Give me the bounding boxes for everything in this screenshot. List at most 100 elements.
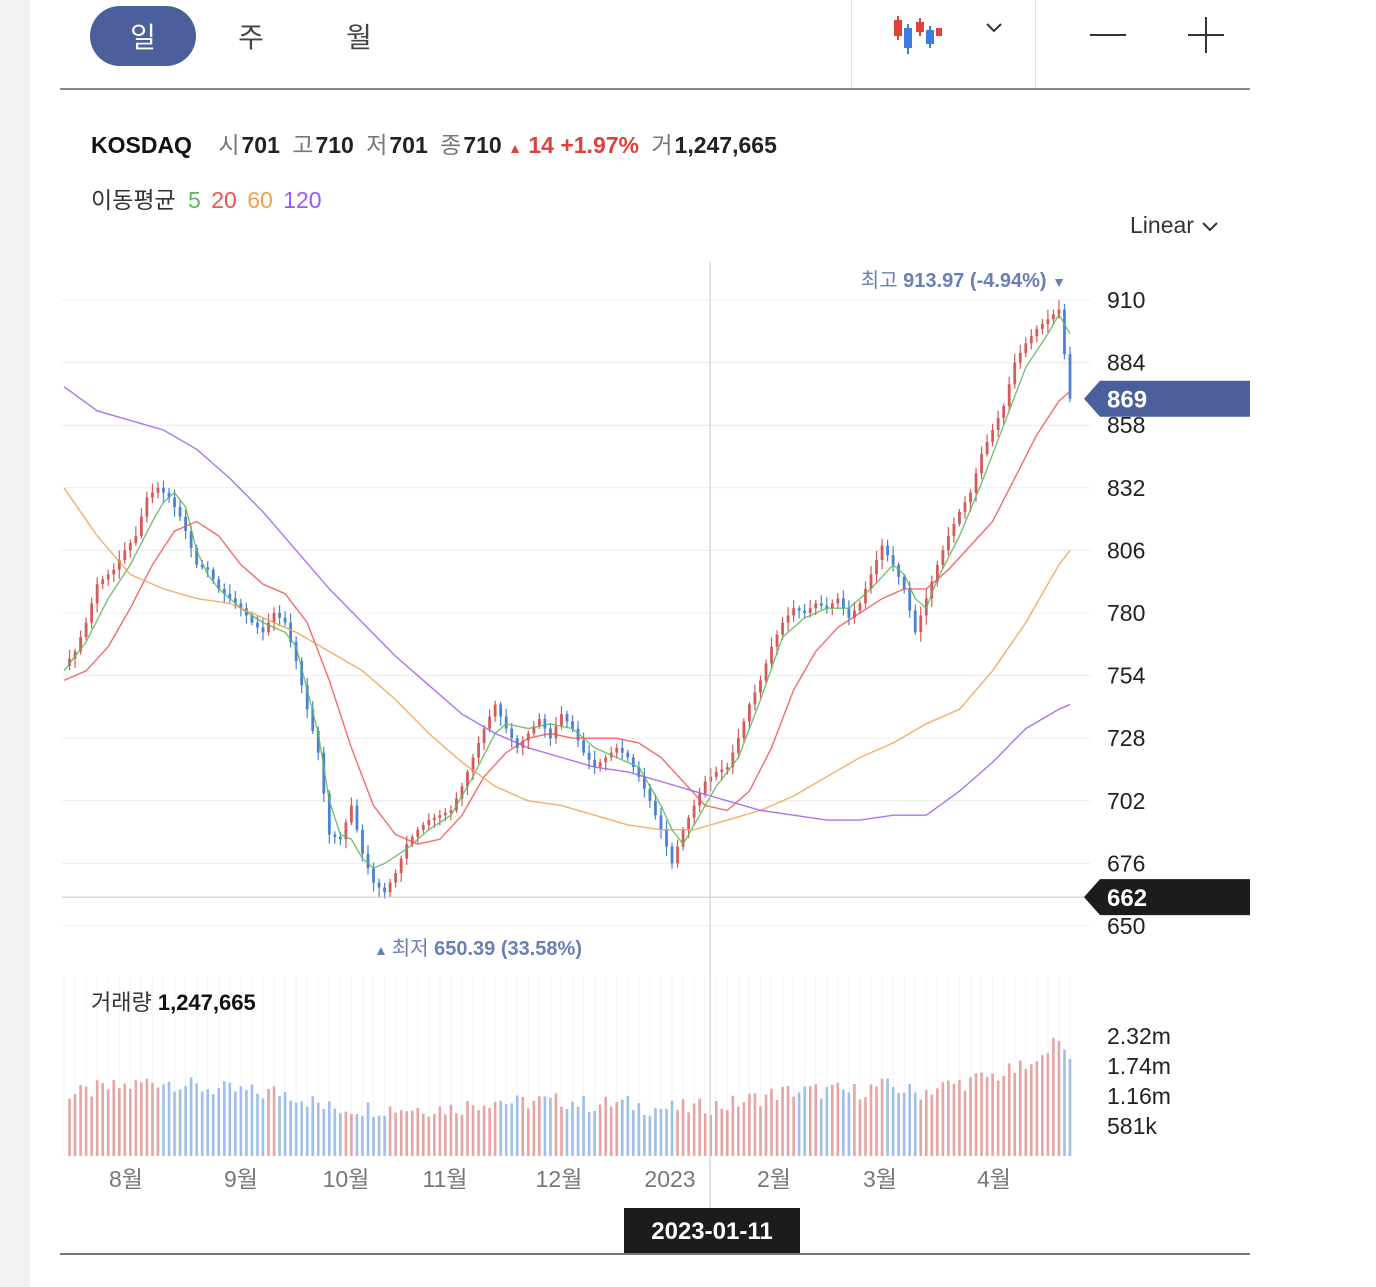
candle-body (134, 535, 138, 544)
volume-bar (455, 1113, 458, 1156)
period-tab-day[interactable]: 일 (90, 6, 196, 66)
crosshair-price-label: 662 (1107, 885, 1147, 912)
volume-bar (211, 1094, 215, 1156)
period-tab-week[interactable]: 주 (238, 22, 264, 53)
volume-bar (256, 1093, 259, 1156)
volume-bar (239, 1086, 243, 1156)
volume-bar (405, 1111, 409, 1156)
candle-body (958, 511, 961, 524)
volume-bar (195, 1083, 198, 1156)
time-tick-label: 4월 (977, 1166, 1011, 1192)
volume-bar (698, 1098, 701, 1156)
min-annotation-label: 최저 (392, 937, 434, 960)
volume-bar (261, 1098, 265, 1156)
volume-bar (587, 1111, 591, 1156)
candle-body (620, 747, 624, 753)
volume-bar (140, 1082, 143, 1156)
candle-body (101, 579, 105, 585)
ma-line-5 (63, 312, 1071, 870)
chevron-down-icon[interactable] (978, 0, 1010, 56)
plus-icon[interactable] (1182, 0, 1230, 70)
scale-selector[interactable]: Linear (1130, 212, 1220, 239)
candle-body (1024, 343, 1028, 353)
max-annotation-value: 913.97 (-4.94%) (903, 270, 1052, 292)
candle-body (891, 555, 895, 565)
ma120-legend[interactable]: 120 (283, 187, 322, 213)
candle-body (974, 473, 978, 493)
candle-body (510, 728, 514, 739)
volume-bar (444, 1114, 447, 1156)
ma20-legend[interactable]: 20 (211, 187, 237, 213)
volume-bar (963, 1090, 967, 1156)
price-tick-label: 676 (1107, 850, 1145, 876)
volume-bar (654, 1108, 657, 1156)
volume-bar (189, 1077, 193, 1156)
high-label: 고 (292, 132, 314, 158)
candle-body (659, 815, 663, 830)
volume-bar (322, 1108, 326, 1156)
change-percent: +1.97% (560, 132, 639, 158)
ma60-legend[interactable]: 60 (247, 187, 273, 213)
candle-body (504, 716, 508, 729)
volume-bar (283, 1092, 287, 1156)
candle-body (875, 560, 878, 575)
volume-bar (775, 1099, 779, 1156)
volume-bar (438, 1106, 442, 1156)
volume-bar (151, 1082, 154, 1156)
scale-label: Linear (1130, 212, 1194, 238)
volume-bar (725, 1110, 729, 1156)
candle-body (880, 545, 884, 561)
candlestick-icon[interactable] (886, 0, 946, 70)
volume-bar (869, 1084, 873, 1156)
volume-bar (737, 1106, 740, 1156)
open-label: 시 (218, 132, 240, 158)
candle-body (383, 887, 386, 893)
candle-body (980, 454, 983, 474)
candle-body (626, 752, 630, 758)
volume-bar (786, 1085, 790, 1156)
candle-body (969, 492, 972, 503)
volume-bar (808, 1086, 812, 1156)
candle-body (847, 608, 851, 618)
moving-average-lines (63, 312, 1071, 870)
candle-body (79, 637, 82, 652)
candle-body (1052, 314, 1055, 320)
ma5-legend[interactable]: 5 (188, 187, 201, 213)
time-tick-label: 2023 (644, 1166, 695, 1192)
candle-body (211, 569, 215, 580)
candle-body (350, 805, 353, 823)
period-tab-month[interactable]: 월 (346, 22, 372, 53)
volume-bar (372, 1116, 375, 1156)
time-tick-label: 12월 (536, 1166, 583, 1192)
volume-bar (891, 1087, 895, 1156)
volume-bar (947, 1080, 950, 1156)
volume-bar (200, 1091, 204, 1156)
candle-body (471, 757, 475, 772)
volume-bar (117, 1088, 121, 1156)
volume-bar (958, 1079, 961, 1156)
volume-bar (84, 1086, 88, 1156)
volume-bar (792, 1096, 795, 1156)
candle-body (648, 788, 652, 801)
volume-bar (79, 1085, 82, 1156)
candle-body (703, 781, 707, 794)
volume-bar (913, 1092, 917, 1156)
volume-bar (919, 1099, 923, 1156)
candle-body (482, 728, 486, 744)
volume-bar (648, 1116, 652, 1156)
candle-body (123, 550, 127, 561)
candle-body (499, 704, 503, 717)
volume-bar (294, 1102, 298, 1156)
volume-bar (875, 1086, 878, 1156)
change-value: 14 (528, 132, 554, 158)
volume-bar (670, 1100, 674, 1156)
max-annotation-arrow: ▼ (1052, 274, 1066, 290)
volume-bar (864, 1097, 867, 1156)
max-annotation: 최고 913.97 (-4.94%) ▼ (861, 269, 1066, 292)
time-tick-label: 11월 (422, 1166, 467, 1192)
volume-bar (245, 1090, 248, 1156)
candle-body (438, 815, 442, 818)
minus-icon[interactable] (1084, 0, 1132, 70)
volume-bar (95, 1080, 99, 1156)
